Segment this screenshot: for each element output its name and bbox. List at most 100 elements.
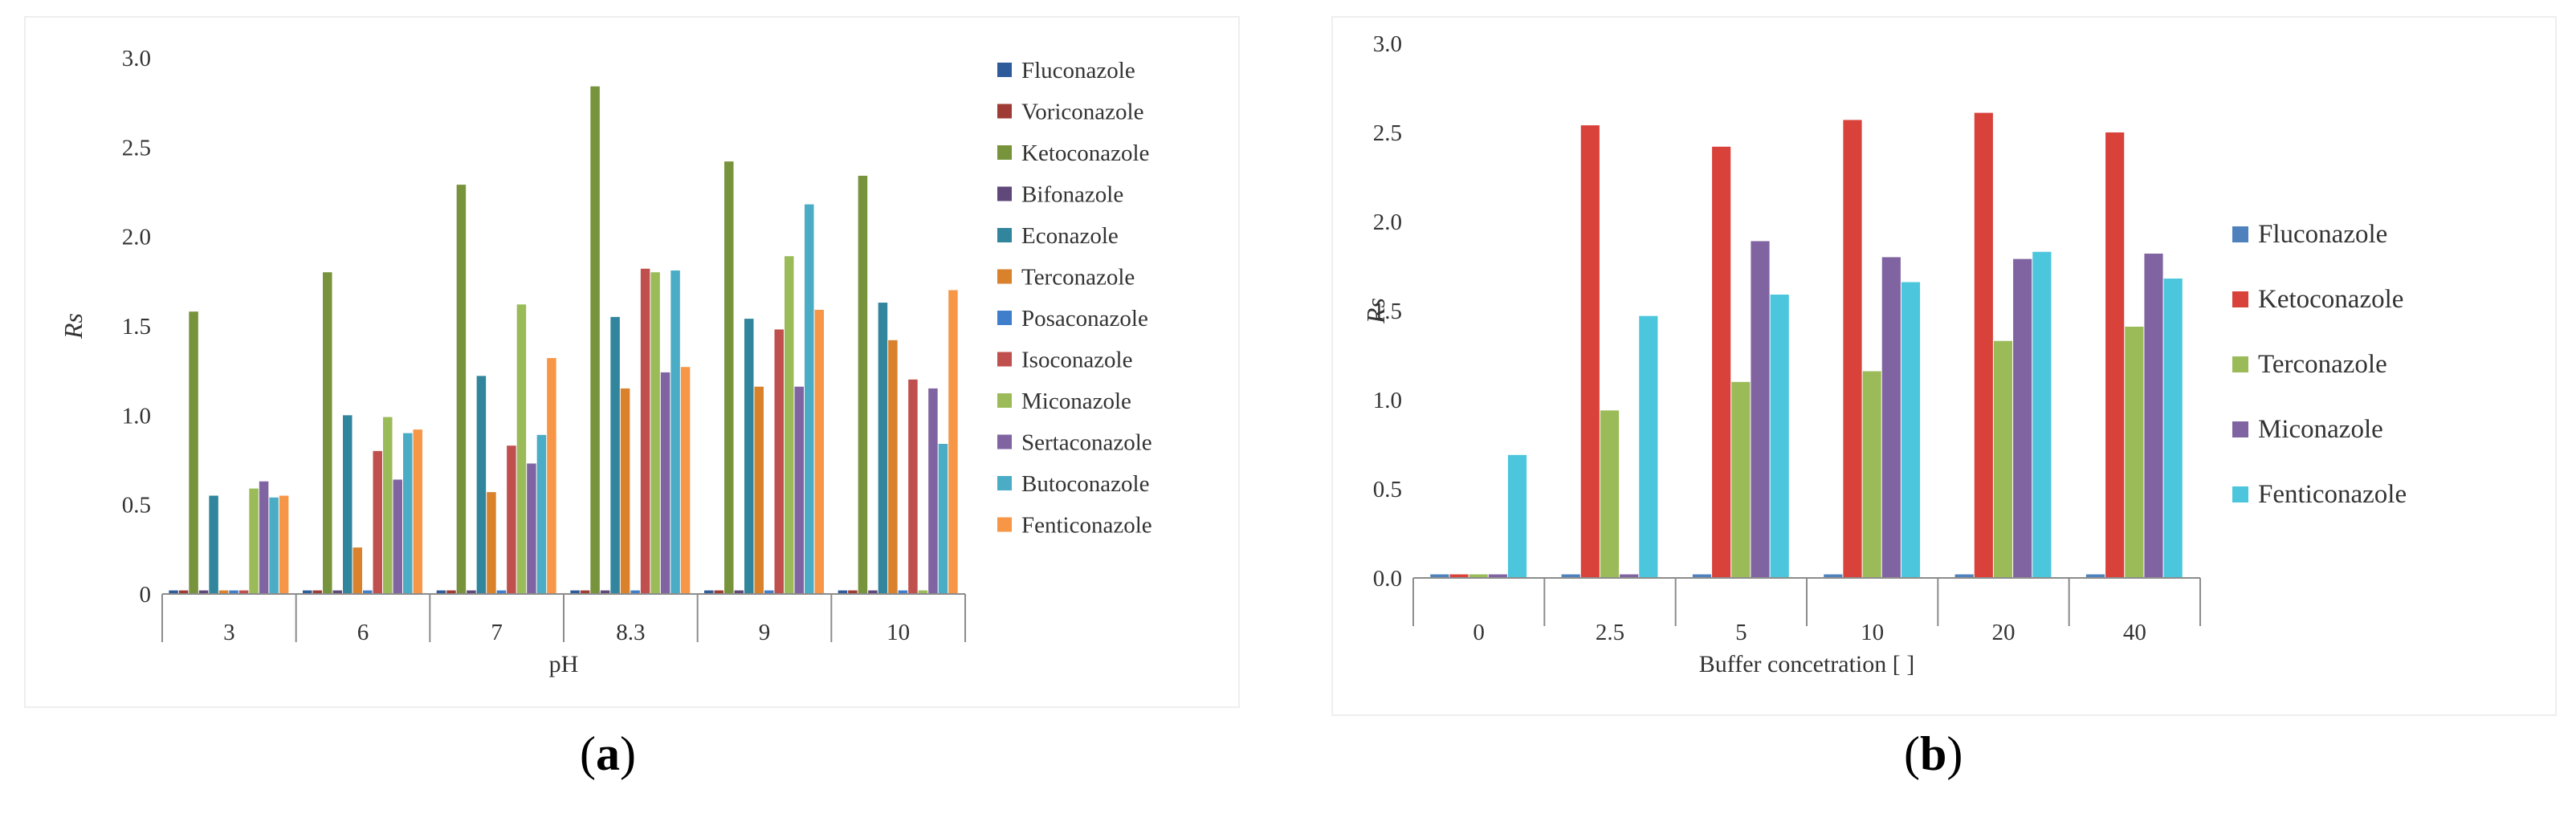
a-bar-posaconazole-3	[229, 590, 238, 594]
a-legend-label-ketoconazole: Ketoconazole	[1021, 140, 1149, 166]
b-bar-ketoconazole-20	[1974, 112, 1993, 578]
a-legend-label-fluconazole: Fluconazole	[1021, 58, 1135, 83]
b-bar-miconazole-2_5	[1620, 574, 1639, 578]
b-bar-ketoconazole-10	[1843, 120, 1862, 579]
a-bar-ketoconazole-10	[858, 175, 868, 594]
a-legend-label-voriconazole: Voriconazole	[1021, 100, 1143, 125]
a-legend-swatch-bifonazole	[997, 186, 1012, 201]
a-bar-terconazole-9	[754, 386, 764, 594]
b-bar-terconazole-5	[1731, 381, 1751, 578]
b-bar-fluconazole-40	[2085, 574, 2105, 578]
a-legend-swatch-butoconazole	[997, 476, 1012, 490]
a-legend-swatch-posaconazole	[997, 311, 1012, 325]
a-x-category-label: 9	[759, 620, 771, 645]
a-bar-voriconazole-8_3	[580, 590, 590, 594]
a-bar-fluconazole-3	[169, 590, 178, 594]
a-x-category-label: 3	[223, 620, 235, 645]
a-bar-voriconazole-7	[446, 590, 456, 594]
b-bar-ketoconazole-5	[1712, 146, 1731, 578]
a-bar-ketoconazole-7	[456, 185, 467, 595]
b-bar-fenticonazole-5	[1770, 295, 1789, 578]
a-bar-terconazole-7	[487, 492, 496, 594]
b-y-tick-label: 0.0	[1373, 566, 1402, 592]
b-x-category-label: 40	[2123, 620, 2146, 645]
a-legend-swatch-fenticonazole	[997, 517, 1012, 532]
a-bar-isoconazole-8_3	[640, 268, 650, 594]
a-legend-label-fenticonazole: Fenticonazole	[1021, 513, 1152, 539]
b-y-tick-label: 1.5	[1373, 299, 1402, 324]
a-bar-butoconazole-7	[536, 434, 547, 594]
a-bar-posaconazole-8_3	[630, 590, 640, 594]
a-legend-label-isoconazole: Isoconazole	[1021, 348, 1133, 373]
b-bar-fenticonazole-2_5	[1639, 315, 1658, 578]
a-x-axis-title: pH	[549, 651, 579, 677]
a-bar-sertaconazole-6	[393, 479, 402, 594]
a-bar-posaconazole-9	[764, 590, 774, 594]
caption-a: (a)	[580, 727, 636, 780]
a-bar-butoconazole-8_3	[670, 270, 680, 594]
b-y-tick-label: 2.0	[1373, 210, 1402, 235]
a-bar-bifonazole-6	[332, 590, 342, 594]
b-bar-fluconazole-5	[1692, 574, 1712, 578]
a-x-category-label: 7	[491, 620, 503, 645]
b-bar-fluconazole-10	[1824, 574, 1843, 578]
b-bar-fenticonazole-10	[1901, 282, 1921, 578]
a-bar-voriconazole-10	[848, 590, 858, 594]
b-bar-miconazole-20	[2013, 258, 2032, 578]
b-legend-label-fenticonazole: Fenticonazole	[2258, 480, 2407, 509]
b-legend-label-fluconazole: Fluconazole	[2258, 220, 2387, 249]
a-bar-fenticonazole-6	[413, 429, 422, 594]
a-bar-sertaconazole-8_3	[660, 372, 670, 594]
a-legend-swatch-ketoconazole	[997, 145, 1012, 160]
a-bar-econazole-8_3	[610, 316, 620, 594]
a-bar-bifonazole-10	[868, 590, 878, 594]
b-bar-terconazole-20	[1993, 340, 2013, 578]
b-legend-label-ketoconazole: Ketoconazole	[2258, 285, 2403, 314]
a-legend-label-butoconazole: Butoconazole	[1021, 471, 1149, 497]
b-y-tick-label: 3.0	[1373, 31, 1402, 57]
a-bar-econazole-6	[343, 415, 353, 594]
a-bar-miconazole-10	[918, 590, 928, 594]
a-bar-terconazole-3	[218, 590, 229, 594]
b-bar-fluconazole-2_5	[1561, 574, 1580, 578]
b-legend-label-terconazole: Terconazole	[2258, 350, 2387, 379]
a-bar-fluconazole-10	[838, 590, 848, 594]
a-bar-butoconazole-6	[403, 433, 413, 594]
b-legend-swatch-fenticonazole	[2232, 486, 2248, 502]
a-bar-butoconazole-9	[805, 204, 814, 594]
a-bar-bifonazole-8_3	[600, 590, 610, 594]
a-bar-miconazole-8_3	[650, 272, 660, 594]
a-legend-label-sertaconazole: Sertaconazole	[1021, 430, 1152, 456]
a-bar-posaconazole-6	[363, 590, 373, 594]
b-bar-terconazole-10	[1862, 371, 1881, 578]
b-bar-fenticonazole-0	[1507, 454, 1527, 578]
a-bar-bifonazole-7	[467, 590, 476, 594]
chart-a-svg: 0 0.5 1.0 1.5 2.0 2.5 3.0 Rs 3 6 7 8.3 9 10 pH Fluconaz…	[59, 46, 1152, 677]
b-bar-miconazole-40	[2144, 253, 2163, 578]
a-bar-isoconazole-10	[908, 379, 918, 594]
a-bar-fluconazole-9	[704, 590, 714, 594]
b-bar-fenticonazole-40	[2163, 279, 2183, 578]
a-bar-ketoconazole-8_3	[590, 86, 600, 595]
a-bar-sertaconazole-9	[794, 386, 804, 594]
a-bar-miconazole-9	[785, 256, 794, 594]
a-bar-sertaconazole-3	[259, 481, 269, 594]
a-bar-sertaconazole-7	[527, 463, 536, 594]
a-bar-ketoconazole-6	[323, 272, 332, 594]
a-bar-butoconazole-10	[938, 443, 948, 594]
a-bar-terconazole-10	[888, 340, 898, 594]
a-y-tick-label: 2.0	[122, 225, 151, 250]
a-bar-fenticonazole-3	[279, 495, 289, 594]
b-bar-miconazole-10	[1881, 257, 1901, 578]
b-x-category-label: 20	[1992, 620, 2016, 645]
a-bar-voriconazole-3	[178, 590, 189, 594]
b-y-tick-label: 1.0	[1373, 388, 1402, 413]
a-bar-voriconazole-9	[714, 590, 723, 594]
b-bar-fenticonazole-20	[2032, 251, 2052, 578]
a-bar-econazole-10	[878, 303, 888, 594]
a-bar-econazole-7	[476, 376, 487, 594]
b-x-category-label: 0	[1473, 620, 1485, 645]
a-legend-label-posaconazole: Posaconazole	[1021, 306, 1148, 332]
caption-b: (b)	[1904, 727, 1963, 780]
b-bar-ketoconazole-0	[1449, 574, 1469, 578]
